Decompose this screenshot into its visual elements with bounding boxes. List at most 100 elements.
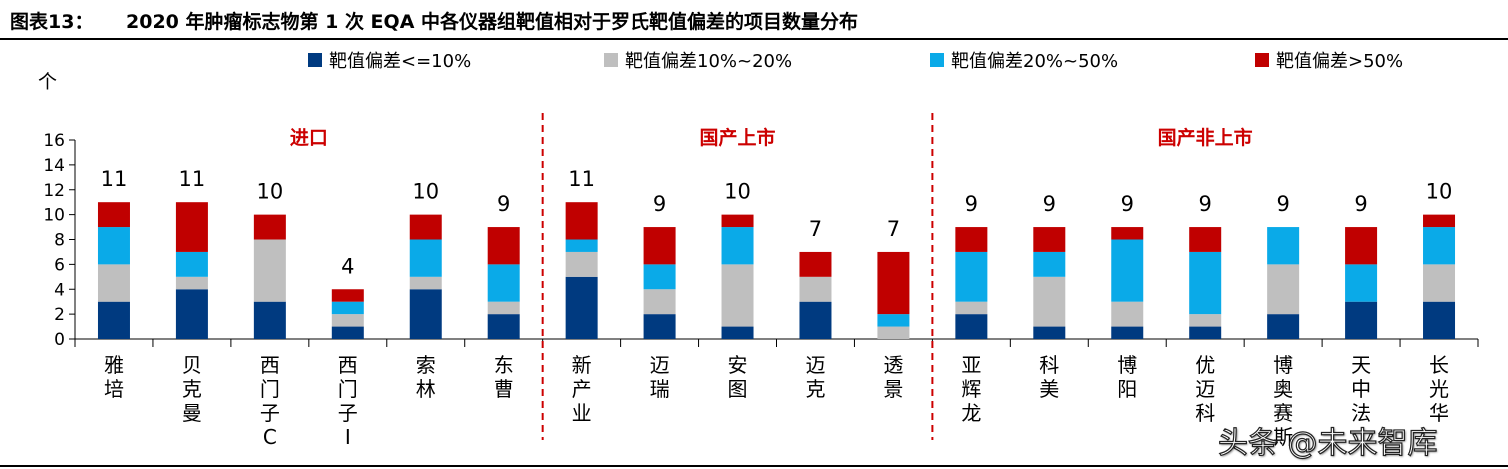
group-label: 国产上市 [700, 126, 776, 149]
y-tick-label: 0 [54, 330, 65, 350]
bar-segment-10to20 [877, 326, 910, 339]
bar-segment-le10 [97, 301, 130, 339]
category-label-char: 科 [1039, 353, 1059, 377]
legend-swatch-20to50 [930, 53, 944, 67]
category-label-char: 克 [805, 377, 825, 401]
bar-segment-20to50 [409, 239, 442, 277]
bar-segment-gt50 [1189, 227, 1222, 252]
bar-segment-10to20 [799, 276, 832, 302]
bar-segment-10to20 [331, 314, 364, 327]
category-label-char: 产 [572, 377, 592, 401]
category-label-char: 林 [416, 377, 436, 401]
bar-segment-gt50 [253, 214, 286, 240]
bar-total-label: 9 [1199, 192, 1212, 216]
category-label-char: 东 [494, 353, 514, 377]
category-label-char: 迈 [805, 353, 825, 377]
bar-segment-le10 [487, 314, 520, 339]
y-tick-label: 4 [54, 280, 65, 300]
category-label-char: 光 [1429, 377, 1449, 401]
category-label-char: 迈 [650, 353, 670, 377]
bar-segment-20to50 [643, 264, 676, 290]
y-tick-label: 2 [54, 305, 65, 325]
bar-segment-10to20 [721, 264, 754, 327]
bar-segment-le10 [955, 314, 988, 339]
bar-segment-le10 [799, 301, 832, 339]
y-tick-label: 16 [43, 131, 65, 151]
bar-segment-20to50 [487, 264, 520, 302]
category-label-char: 辉 [961, 377, 981, 401]
bar-segment-20to50 [565, 239, 598, 252]
bar-total-label: 10 [724, 180, 751, 204]
category-label-char: 亚 [961, 353, 981, 377]
bar-segment-20to50 [1033, 251, 1066, 277]
bar-segment-10to20 [97, 264, 130, 302]
bar-total-label: 9 [1276, 192, 1289, 216]
y-tick-label: 10 [43, 206, 65, 226]
bar-total-label: 11 [101, 167, 128, 191]
category-label-char: 美 [1039, 377, 1059, 401]
bar-segment-20to50 [877, 314, 910, 327]
bar-segment-gt50 [331, 289, 364, 302]
category-label-char: 法 [1351, 401, 1371, 425]
category-label-char: 景 [883, 377, 903, 401]
category-label-char: 迈 [1195, 377, 1215, 401]
bar-segment-20to50 [331, 301, 364, 315]
y-tick-label: 12 [43, 181, 65, 201]
category-label-char: 透 [883, 353, 903, 377]
figure-title-bar: 图表13： 2020 年肿瘤标志物第 1 次 EQA 中各仪器组靶值相对于罗氏靶… [0, 0, 1508, 40]
category-label-char: 子 [338, 401, 358, 425]
y-axis-unit: 个 [38, 71, 57, 93]
bar-segment-le10 [1033, 326, 1066, 339]
category-label-char: 西 [338, 353, 358, 377]
bar-segment-gt50 [409, 214, 442, 240]
legend-label-gt50: 靶值偏差>50% [1276, 51, 1403, 72]
bar-total-label: 9 [1043, 192, 1056, 216]
bar-segment-20to50 [1423, 227, 1456, 265]
bar-segment-gt50 [799, 251, 832, 277]
bar-segment-10to20 [175, 276, 208, 290]
category-label-char: 曼 [182, 401, 202, 425]
legend-swatch-le10 [308, 53, 322, 67]
bar-total-label: 7 [887, 217, 900, 241]
bar-segment-gt50 [955, 227, 988, 252]
bar-total-label: 11 [568, 167, 595, 191]
category-label-char: 华 [1429, 401, 1449, 425]
figure-title: 2020 年肿瘤标志物第 1 次 EQA 中各仪器组靶值相对于罗氏靶值偏差的项目… [126, 11, 859, 33]
bar-segment-le10 [1189, 326, 1222, 339]
bar-total-label: 10 [412, 180, 439, 204]
category-label-char: 科 [1195, 401, 1215, 425]
bar-segment-20to50 [1189, 251, 1222, 315]
bar-segment-10to20 [643, 289, 676, 315]
bar-segment-10to20 [1033, 276, 1066, 327]
watermark: 头条 @未来智库 [1217, 425, 1438, 461]
category-label-char: 天 [1351, 353, 1371, 377]
bar-segment-le10 [565, 276, 598, 339]
legend-swatch-gt50 [1255, 53, 1269, 67]
bar-total-label: 10 [256, 180, 283, 204]
category-label-char: 中 [1351, 377, 1371, 401]
category-label-char: 瑞 [650, 377, 670, 401]
category-label-char: 博 [1117, 353, 1137, 377]
bar-total-label: 7 [809, 217, 822, 241]
figure-label: 图表13： [10, 11, 94, 33]
y-tick-label: 8 [54, 231, 65, 251]
bar-segment-gt50 [175, 202, 208, 252]
bar-segment-10to20 [1267, 264, 1300, 315]
bar-total-label: 4 [341, 254, 354, 278]
bar-segment-gt50 [1423, 214, 1456, 228]
category-label-char: 龙 [961, 401, 981, 425]
bar-segment-10to20 [1423, 264, 1456, 302]
bar-total-label: 9 [497, 192, 510, 216]
bar-segment-20to50 [1345, 264, 1378, 302]
bar-total-label: 9 [965, 192, 978, 216]
bar-total-label: 11 [179, 167, 206, 191]
bar-segment-gt50 [97, 202, 130, 228]
category-label-char: 长 [1429, 353, 1449, 377]
category-label-char: 曹 [494, 377, 514, 401]
bar-segment-gt50 [1111, 227, 1144, 240]
category-label-char: 培 [104, 377, 124, 401]
bar-segment-10to20 [409, 276, 442, 290]
bottom-rule [0, 465, 1508, 467]
bar-total-label: 10 [1426, 180, 1453, 204]
